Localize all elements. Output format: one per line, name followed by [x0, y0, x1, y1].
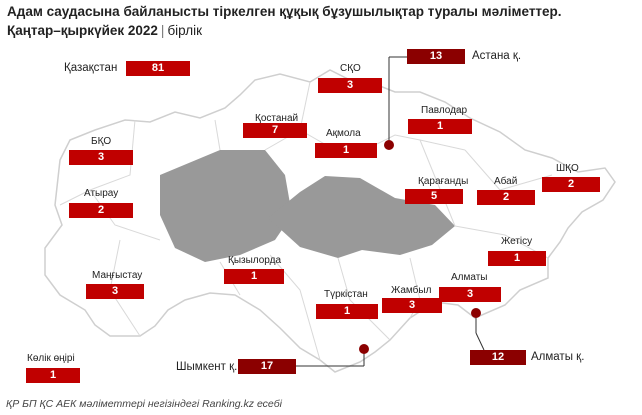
region-label-astana: Астана қ.: [472, 50, 522, 62]
total-label: Қазақстан: [64, 62, 118, 74]
region-label-sko: СҚО: [340, 63, 361, 74]
region-label-almaty: Алматы: [451, 272, 488, 283]
region-value-sko: 3: [318, 78, 382, 93]
region-value-transport: 1: [26, 368, 80, 383]
region-label-zhambyl: Жамбыл: [391, 285, 432, 296]
region-value-kostanay: 7: [243, 123, 307, 138]
region-label-karagandy: Қарағанды: [418, 176, 469, 187]
region-value-karagandy: 5: [405, 189, 463, 204]
astana-marker: [384, 140, 394, 150]
region-value-shymkent: 17: [238, 359, 296, 374]
total-value: 81: [126, 61, 190, 76]
region-value-turkistan: 1: [316, 304, 378, 319]
region-label-turkistan: Түркістан: [324, 289, 368, 300]
source-note: ҚР БП ҚС АЕК мәліметтері негізіндегі Ran…: [6, 398, 283, 410]
period: Қаңтар–қыркүйек 2022: [7, 23, 158, 38]
region-value-astana: 13: [407, 49, 465, 64]
unit: бірлік: [167, 23, 202, 38]
region-label-atyrau: Атырау: [84, 188, 119, 199]
region-value-bko: 3: [69, 150, 133, 165]
highlight-region-west: [160, 150, 292, 262]
shymkent-marker: [359, 344, 369, 354]
region-value-atyrau: 2: [69, 203, 133, 218]
region-label-pavlodar: Павлодар: [421, 105, 468, 116]
region-value-akmola: 1: [315, 143, 377, 158]
region-value-abai: 2: [477, 190, 535, 205]
region-label-bko: БҚО: [91, 136, 112, 147]
almaty-city-marker: [471, 308, 481, 318]
region-label-kostanay: Қостанай: [255, 113, 299, 124]
region-value-kyzylorda: 1: [224, 269, 284, 284]
region-label-shko: ШҚО: [556, 163, 579, 174]
highlight-region-east: [268, 176, 455, 258]
subtitle-separator: |: [160, 23, 165, 38]
region-label-shymkent: Шымкент қ.: [176, 361, 238, 373]
region-value-pavlodar: 1: [408, 119, 472, 134]
page-subtitle: Қаңтар–қыркүйек 2022 | бірлік: [7, 23, 202, 38]
region-label-mangystau: Маңғыстау: [92, 270, 143, 281]
region-value-shko: 2: [542, 177, 600, 192]
region-value-almaty-city: 12: [470, 350, 526, 365]
region-label-akmola: Ақмола: [326, 128, 361, 139]
region-label-zhetisu: Жетісу: [501, 236, 533, 247]
region-value-zhambyl: 3: [382, 298, 442, 313]
region-value-zhetisu: 1: [488, 251, 546, 266]
region-label-abai: Абай: [494, 176, 518, 187]
region-label-transport: Көлік өңірі: [27, 353, 75, 364]
page-title: Адам саудасына байланысты тіркелген құқы…: [7, 4, 562, 19]
region-value-mangystau: 3: [86, 284, 144, 299]
region-label-kyzylorda: Қызылорда: [228, 255, 282, 266]
region-label-almaty-city: Алматы қ.: [531, 351, 585, 363]
region-value-almaty: 3: [439, 287, 501, 302]
